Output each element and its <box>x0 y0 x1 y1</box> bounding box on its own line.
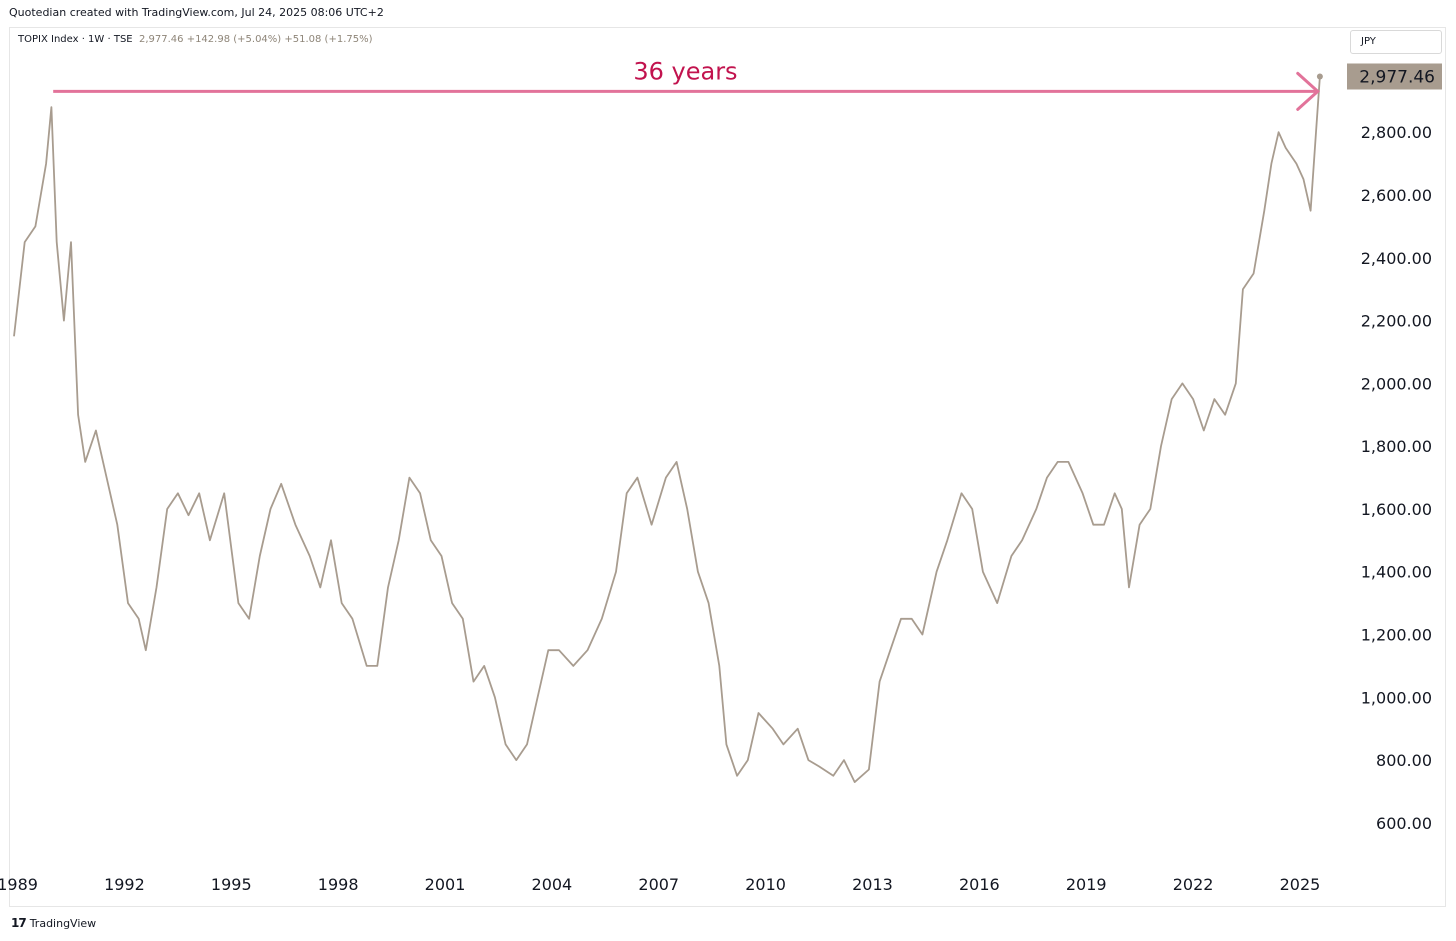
x-tick-label: 2001 <box>425 875 466 894</box>
x-tick-label: 2016 <box>959 875 1000 894</box>
symbol-legend: TOPIX Index · 1W · TSE 2,977.46 +142.98 … <box>18 34 373 45</box>
annotation-label: 36 years <box>633 57 737 85</box>
tradingview-logo-icon: 17 <box>11 916 27 930</box>
symbol-values: 2,977.46 +142.98 (+5.04%) +51.08 (+1.75%… <box>138 34 373 45</box>
symbol-name: TOPIX Index · 1W · TSE <box>18 34 133 45</box>
x-tick-label: 2007 <box>638 875 679 894</box>
y-tick-label: 1,200.00 <box>1361 626 1432 645</box>
last-price-dot <box>1316 73 1323 80</box>
chart-frame <box>9 27 1446 907</box>
x-tick-label: 2010 <box>745 875 786 894</box>
y-tick-label: 2,600.00 <box>1361 186 1432 205</box>
x-tick-label: 1992 <box>104 875 145 894</box>
tradingview-brand-label: TradingView <box>29 916 97 930</box>
last-price-badge <box>1347 63 1442 90</box>
y-tick-label: 1,800.00 <box>1361 437 1432 456</box>
annotation-arrow-head <box>1296 71 1320 111</box>
x-tick-label: 2022 <box>1173 875 1214 894</box>
x-tick-label: 2025 <box>1280 875 1321 894</box>
tradingview-brand: 17 TradingView <box>11 916 96 930</box>
x-tick-label: 2019 <box>1066 875 1107 894</box>
y-tick-label: 1,400.00 <box>1361 563 1432 582</box>
y-tick-label: 2,800.00 <box>1361 123 1432 142</box>
last-price-label: 2,977.46 <box>1359 67 1435 87</box>
x-tick-label: 2013 <box>852 875 893 894</box>
currency-selector[interactable]: JPY <box>1350 30 1442 54</box>
y-tick-label: 2,400.00 <box>1361 249 1432 268</box>
y-tick-label: 600.00 <box>1376 814 1432 833</box>
y-tick-label: 800.00 <box>1376 751 1432 770</box>
y-tick-label: 1,600.00 <box>1361 500 1432 519</box>
price-series-line <box>13 76 1321 783</box>
x-tick-label: 1989 <box>0 875 38 894</box>
x-tick-label: 1998 <box>318 875 359 894</box>
x-tick-label: 2004 <box>532 875 573 894</box>
y-tick-label: 2,200.00 <box>1361 312 1432 331</box>
y-tick-label: 2,000.00 <box>1361 374 1432 393</box>
x-tick-label: 1995 <box>211 875 252 894</box>
y-tick-label: 1,000.00 <box>1361 688 1432 707</box>
chart-credit: Quotedian created with TradingView.com, … <box>9 6 384 19</box>
